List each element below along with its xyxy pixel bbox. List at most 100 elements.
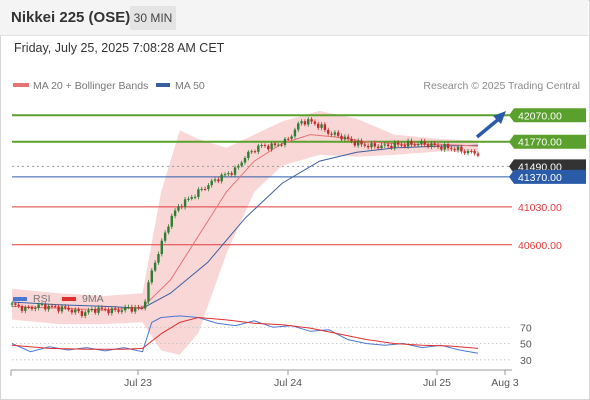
candle-body xyxy=(466,151,470,154)
candle-body xyxy=(203,188,207,190)
candle-body xyxy=(120,310,124,312)
candle-body xyxy=(220,174,223,182)
candle-body xyxy=(143,301,147,309)
candle-body xyxy=(470,151,473,153)
credit-label: Research © 2025 Trading Central xyxy=(423,80,580,92)
candle-body xyxy=(233,167,237,175)
x-tick-label-2: Jul 25 xyxy=(423,377,451,389)
candle-body xyxy=(170,215,173,227)
candle-body xyxy=(190,197,193,199)
candle-body xyxy=(70,309,74,313)
chart-datetime: Friday, July 25, 2025 7:08:28 AM CET xyxy=(14,41,225,55)
candle-body xyxy=(360,140,363,145)
candle-body xyxy=(350,138,353,142)
candle-body xyxy=(363,144,367,146)
candle-body xyxy=(30,307,34,309)
candle-body xyxy=(270,143,273,150)
rsi-legend-label: RSI xyxy=(33,293,51,305)
candle-body xyxy=(110,308,114,314)
level-label-bg-1 xyxy=(509,134,586,149)
candle-body xyxy=(440,146,443,150)
candle-body xyxy=(177,206,180,211)
candle-body xyxy=(446,144,450,149)
candle-body xyxy=(173,210,177,216)
level-label-0: 42070.00 xyxy=(518,110,562,122)
candle-body xyxy=(303,121,307,125)
candle-body xyxy=(300,121,303,124)
candle-body xyxy=(400,144,403,146)
level-labels: 42070.0041770.0041490.0041370.0041030.00… xyxy=(509,108,586,252)
candle-body xyxy=(77,309,80,312)
candle-body xyxy=(24,307,27,311)
candle-body xyxy=(54,306,57,308)
candle-body xyxy=(123,307,127,311)
candle-body xyxy=(456,146,460,151)
candle-body xyxy=(50,305,54,307)
level-label-5: 40600.00 xyxy=(518,240,562,252)
candle-body xyxy=(450,148,453,150)
candle-body xyxy=(463,151,466,154)
rsi-ma-legend-label: 9MA xyxy=(82,293,104,305)
x-tick-label-3: Aug 3 xyxy=(491,377,519,389)
rsi-tick-30: 30 xyxy=(520,355,532,367)
candle-body xyxy=(366,145,370,148)
candle-body xyxy=(356,140,360,146)
candle-body xyxy=(327,129,330,134)
candle-body xyxy=(200,188,203,190)
candle-body xyxy=(267,145,270,150)
candle-body xyxy=(320,124,323,128)
candle-body xyxy=(157,254,160,263)
candle-body xyxy=(223,174,227,176)
candle-body xyxy=(140,307,144,309)
candle-body xyxy=(97,307,100,313)
ma20-legend-swatch xyxy=(13,83,29,87)
candle-body xyxy=(104,308,107,310)
candle-body xyxy=(390,146,393,149)
candle-body xyxy=(426,144,430,148)
candle-body xyxy=(476,153,480,156)
candle-body xyxy=(34,307,37,309)
level-label-1: 41770.00 xyxy=(518,137,562,149)
level-label-3: 41370.00 xyxy=(518,172,562,184)
candle-body xyxy=(250,151,253,153)
candle-body xyxy=(17,304,20,307)
candle-body xyxy=(393,142,396,149)
candle-body xyxy=(60,306,64,312)
candle-body xyxy=(430,143,433,148)
candle-body xyxy=(167,226,170,233)
candle-body xyxy=(57,306,60,312)
candle-body xyxy=(337,132,340,136)
timeframe-button[interactable]: 30 MIN xyxy=(130,6,176,30)
candle-body xyxy=(193,196,197,198)
candle-body xyxy=(210,180,213,186)
candle-body xyxy=(74,309,77,313)
candle-body xyxy=(207,185,210,190)
candle-body xyxy=(297,123,300,130)
candle-body xyxy=(453,149,456,151)
candle-body xyxy=(406,140,410,147)
x-tick-label-0: Jul 23 xyxy=(124,377,152,389)
candle-body xyxy=(323,124,327,130)
candle-body xyxy=(260,144,263,146)
level-label-bg-3 xyxy=(509,169,586,184)
candle-body xyxy=(473,151,476,154)
candle-body xyxy=(340,135,343,140)
candle-body xyxy=(230,173,233,175)
candle-body xyxy=(133,307,137,312)
candle-body xyxy=(113,308,117,310)
candle-body xyxy=(180,206,183,208)
level-label-4: 41030.00 xyxy=(518,202,562,214)
candle-body xyxy=(273,143,277,146)
candle-body xyxy=(183,199,187,208)
candle-body xyxy=(396,142,400,145)
candle-body xyxy=(107,309,110,314)
candle-body xyxy=(293,129,297,137)
trend-up-arrow-icon xyxy=(475,111,506,139)
candle-body xyxy=(413,144,416,146)
ma20-legend-label: MA 20 + Bollinger Bands xyxy=(33,80,148,92)
candle-body xyxy=(100,307,104,309)
candle-body xyxy=(386,144,390,147)
candle-body xyxy=(423,141,426,145)
candle-body xyxy=(290,136,293,139)
